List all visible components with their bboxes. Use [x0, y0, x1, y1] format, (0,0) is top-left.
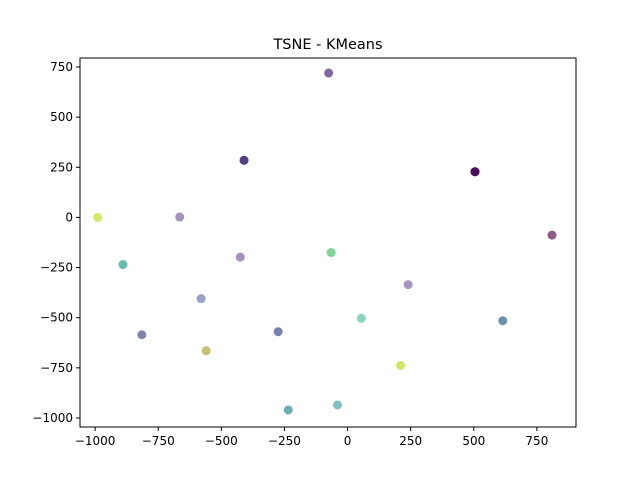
data-point [547, 230, 557, 240]
x-tick-label: 0 [344, 434, 352, 448]
data-point [118, 260, 128, 270]
y-tick-label: 0 [65, 210, 73, 224]
x-tick-label: 500 [462, 434, 485, 448]
data-point [93, 212, 103, 222]
data-point [239, 155, 249, 165]
data-point [396, 360, 406, 370]
data-point [137, 330, 147, 340]
y-tick-label: 250 [50, 160, 73, 174]
data-point [324, 68, 334, 78]
points-layer [93, 68, 557, 415]
x-tick-label: −500 [205, 434, 238, 448]
axes-layer: −1000 −750 −500 −250 0 250 500 750 750 500 250 0 −25… [32, 57, 577, 448]
x-tick-label: −1000 [75, 434, 116, 448]
y-tick-label: −1000 [32, 411, 73, 425]
y-tick-label: −500 [40, 311, 73, 325]
x-tick-label: 250 [399, 434, 422, 448]
x-tick-label: −750 [142, 434, 175, 448]
data-point [175, 212, 185, 222]
y-tick-label: −750 [40, 361, 73, 375]
data-point [196, 294, 206, 304]
x-tick-label: 750 [525, 434, 548, 448]
y-tick-label: 750 [50, 60, 73, 74]
y-tick-label: 500 [50, 110, 73, 124]
data-point [273, 327, 283, 337]
x-tick-label: −250 [268, 434, 301, 448]
data-point [498, 316, 508, 326]
plot-frame [79, 57, 577, 428]
data-point [326, 248, 336, 258]
data-point [235, 252, 245, 262]
chart-title: TSNE - KMeans [272, 37, 382, 53]
y-tick-label: −250 [40, 261, 73, 275]
data-point [356, 313, 366, 323]
data-point [283, 405, 293, 415]
data-point [332, 400, 342, 410]
data-point [470, 167, 480, 177]
data-point [403, 280, 413, 290]
data-point [201, 346, 211, 356]
